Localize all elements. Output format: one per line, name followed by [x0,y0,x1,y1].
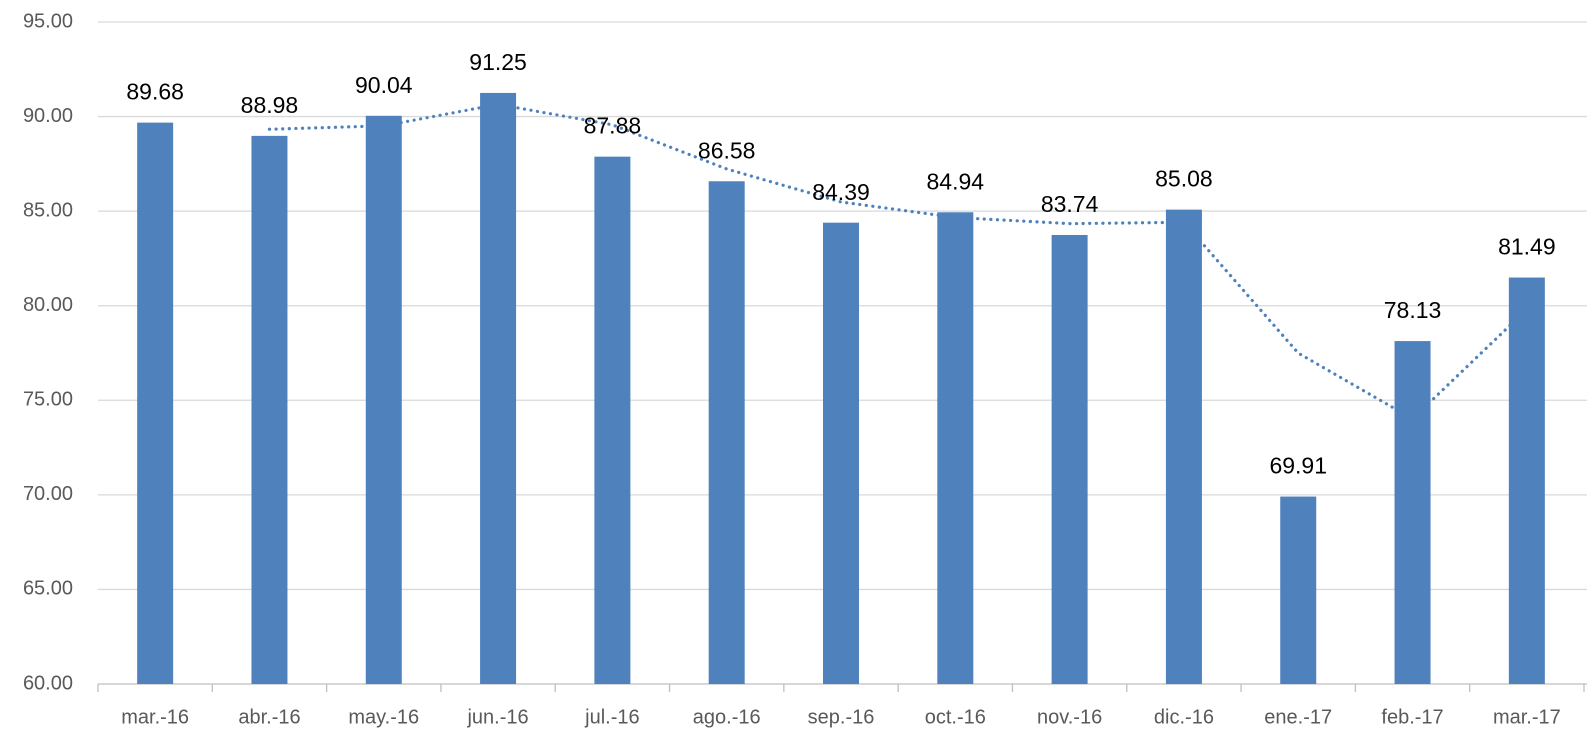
bar [1165,209,1202,685]
data-label: 86.58 [698,137,756,163]
data-label: 81.49 [1498,234,1556,260]
bar [1280,496,1317,684]
x-tick-label: abr.-16 [238,706,300,728]
data-label: 85.08 [1155,166,1213,192]
x-tick-label: jul.-16 [584,706,639,728]
bar [365,115,402,684]
y-tick-label: 95.00 [23,10,73,32]
data-label: 88.98 [241,92,299,118]
data-label: 69.91 [1269,453,1327,479]
data-label: 91.25 [469,49,527,75]
bar [137,122,174,684]
data-label: 87.88 [584,113,642,139]
x-tick-label: oct.-16 [925,706,986,728]
x-tick-label: ago.-16 [693,706,761,728]
x-tick-label: sep.-16 [808,706,875,728]
x-tick-label: nov.-16 [1037,706,1102,728]
y-tick-label: 90.00 [23,105,73,127]
data-label: 78.13 [1384,297,1442,323]
bar [594,156,631,685]
x-tick-label: may.-16 [348,706,419,728]
x-tick-label: ene.-17 [1264,706,1332,728]
bar [480,92,517,684]
x-tick-label: dic.-16 [1154,706,1214,728]
x-tick-label: mar.-17 [1493,706,1561,728]
y-tick-label: 70.00 [23,483,73,505]
y-tick-label: 75.00 [23,389,73,411]
data-label: 84.94 [927,168,985,194]
x-tick-label: jun.-16 [466,706,528,728]
data-label: 89.68 [126,79,184,105]
x-tick-label: mar.-16 [121,706,189,728]
y-tick-label: 60.00 [23,672,73,694]
data-label: 84.39 [812,179,870,205]
bar [708,181,745,684]
trend-line [267,102,1529,421]
y-tick-label: 85.00 [23,199,73,221]
bar [1394,341,1431,684]
bar [1508,277,1545,684]
bar [251,135,288,684]
data-label: 83.74 [1041,191,1099,217]
y-tick-label: 80.00 [23,294,73,316]
bar [1051,234,1088,684]
bar [937,212,974,684]
data-label: 90.04 [355,72,413,98]
y-tick-label: 65.00 [23,578,73,600]
bar [823,222,859,684]
x-tick-label: feb.-17 [1381,706,1443,728]
